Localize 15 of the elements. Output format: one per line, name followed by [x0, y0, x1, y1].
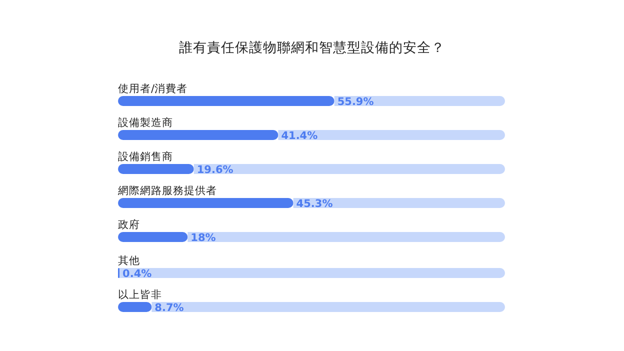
category-label: 網際網路服務提供者 [118, 185, 217, 197]
value-label: 18% [190, 232, 216, 244]
value-label: 55.9% [337, 96, 374, 108]
category-label: 使用者/消費者 [118, 83, 188, 95]
value-label: 0.4% [122, 268, 152, 280]
value-label: 41.4% [281, 130, 318, 142]
value-label: 19.6% [196, 164, 234, 176]
category-label: 設備銷售商 [118, 151, 173, 163]
category-label: 設備製造商 [118, 117, 173, 129]
value-label: 45.3% [296, 198, 333, 210]
value-label: 8.7% [154, 302, 184, 314]
title: 誰有責任保護物聯網和智慧型設備的安全？ [179, 40, 445, 56]
category-label: 以上皆非 [118, 289, 162, 301]
category-label: 其他 [118, 255, 140, 267]
category-label: 政府 [118, 219, 140, 231]
